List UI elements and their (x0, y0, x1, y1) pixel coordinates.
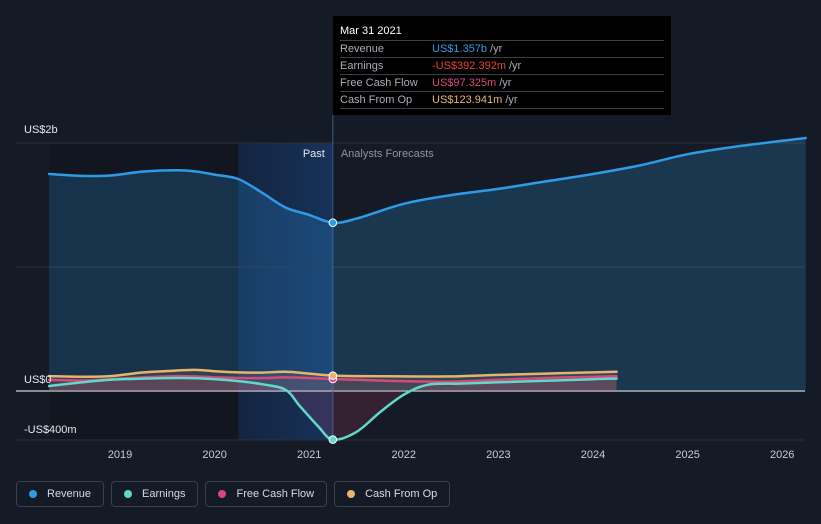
tooltip-row-free-cash-flow: Free Cash Flow US$97.325m /yr (340, 75, 664, 92)
line-revenue (47, 136, 808, 225)
tooltip-label: Free Cash Flow (340, 77, 418, 89)
tooltip-value: US$1.357b (432, 43, 488, 55)
forecast-label: Analysts Forecasts (341, 148, 434, 160)
legend-label: Earnings (142, 488, 186, 500)
tooltip-row-cash-from-op: Cash From Op US$123.941m /yr (340, 92, 664, 109)
area-free-cash-flow (49, 376, 617, 391)
tooltip-date: Mar 31 2021 (340, 23, 664, 41)
legend-item-cash-from-op[interactable]: Cash From Op (334, 481, 451, 507)
tooltip-value: US$123.941m (432, 94, 503, 106)
point-revenue (328, 218, 338, 228)
y-tick-label: US$2b (24, 124, 58, 136)
tooltip-unit: /yr (490, 43, 503, 55)
legend-dot-icon (218, 490, 227, 498)
line-cash-from-op (47, 368, 618, 378)
legend-dot-icon (124, 490, 133, 498)
tooltip-unit: /yr (509, 60, 522, 72)
x-tick-label: 2022 (392, 449, 416, 461)
point-cash-from-op (328, 371, 338, 380)
x-tick-label: 2024 (581, 449, 605, 461)
tooltip-unit: /yr (499, 77, 512, 89)
x-tick-label: 2023 (486, 449, 510, 461)
x-tick-label: 2025 (675, 449, 699, 461)
x-tick-label: 2020 (202, 449, 226, 461)
point-earnings (328, 435, 338, 444)
legend-label: Free Cash Flow (236, 488, 315, 500)
tooltip-value: US$97.325m (432, 77, 497, 89)
tooltip-label: Earnings (340, 60, 384, 72)
x-tick-label: 2026 (770, 449, 794, 461)
area-revenue (49, 138, 806, 391)
legend-item-revenue[interactable]: Revenue (16, 481, 105, 507)
past-label: Past (303, 148, 325, 160)
tooltip-unit: /yr (505, 94, 518, 106)
y-tick-label: -US$400m (24, 424, 77, 436)
legend-label: Revenue (47, 488, 92, 500)
tooltip: Mar 31 2021 Revenue US$1.357b /yr Earnin… (333, 16, 671, 115)
tooltip-label: Revenue (340, 43, 385, 55)
hover-markers (328, 218, 338, 444)
legend-item-free-cash-flow[interactable]: Free Cash Flow (205, 481, 328, 507)
tooltip-value: -US$392.392m (432, 60, 506, 72)
legend: Revenue Earnings Free Cash Flow Cash Fro… (16, 481, 451, 509)
legend-item-earnings[interactable]: Earnings (111, 481, 199, 507)
series-lines (47, 136, 808, 441)
legend-dot-icon (29, 490, 37, 498)
x-tick-label: 2021 (297, 449, 321, 461)
tooltip-label: Cash From Op (340, 94, 413, 106)
line-earnings (47, 376, 618, 441)
legend-dot-icon (347, 490, 356, 498)
axis-labels: US$2b US$0 -US$400m 2019 2020 2021 2022 2023 202… (24, 124, 794, 461)
tooltip-row-earnings: Earnings -US$392.392m /yr (340, 58, 664, 75)
area-earnings (49, 377, 617, 440)
x-tick-label: 2019 (108, 449, 132, 461)
y-tick-label: US$0 (24, 374, 52, 386)
tooltip-row-revenue: Revenue US$1.357b /yr (340, 41, 664, 58)
legend-label: Cash From Op (365, 488, 438, 500)
